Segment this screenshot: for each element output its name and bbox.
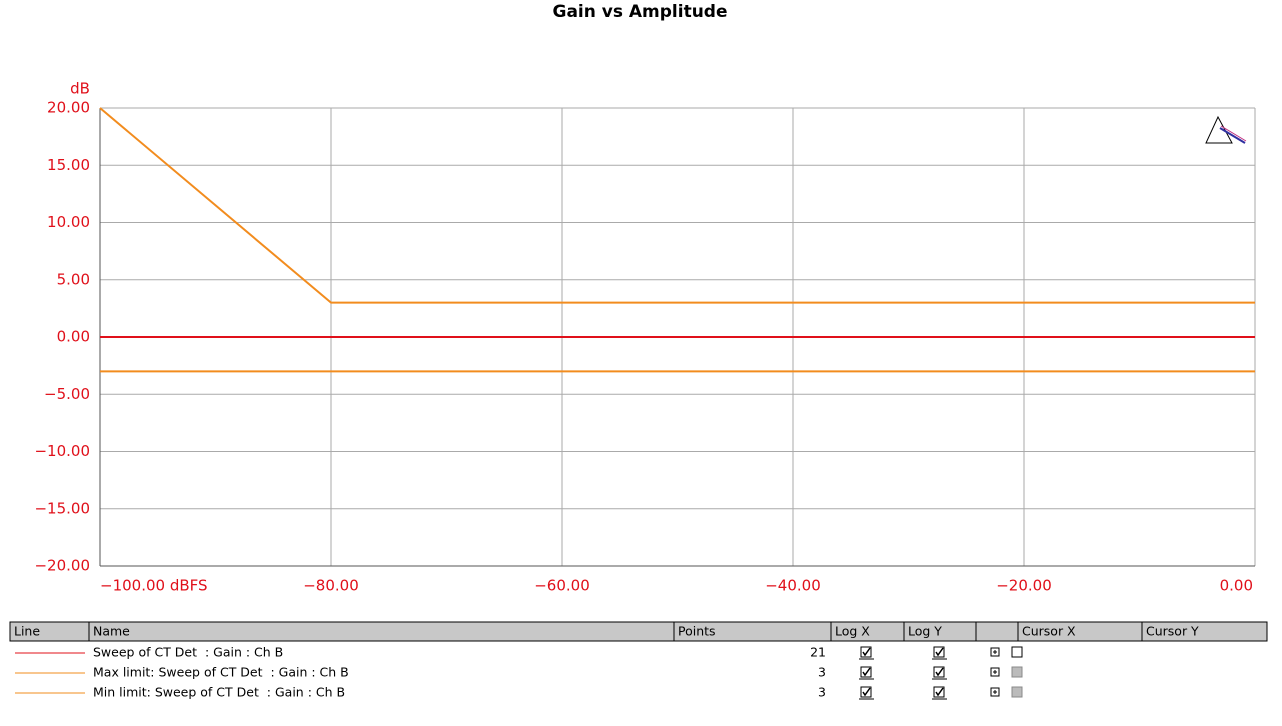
x-tick-label: −20.00 xyxy=(996,577,1052,595)
point-count: 3 xyxy=(818,665,826,680)
expand-plus xyxy=(993,670,997,674)
table-header-cell: Name xyxy=(93,624,130,639)
table-header-cell: Line xyxy=(14,624,40,639)
y-tick-label: 0.00 xyxy=(57,328,90,346)
cursor-x-checkbox xyxy=(1011,686,1023,698)
point-count: 21 xyxy=(810,645,826,660)
log-y-checkbox[interactable] xyxy=(933,666,945,678)
legend-table: Line Name Points Log X Log Y Cursor X Cursor Y… xyxy=(9,621,1268,700)
series-name: Sweep of CT Det : Gain : Ch B xyxy=(93,645,283,660)
y-axis-label: dB xyxy=(70,80,90,98)
check-mark xyxy=(862,687,871,697)
y-tick-label: −20.00 xyxy=(34,557,90,575)
y-tick-label: −10.00 xyxy=(34,442,90,460)
table-header-cell: Log X xyxy=(835,624,870,639)
log-y-checkbox[interactable] xyxy=(933,646,945,658)
table-header-cell: Cursor Y xyxy=(1146,624,1199,639)
x-tick-label: −40.00 xyxy=(765,577,821,595)
icon-stroke xyxy=(1220,125,1247,142)
x-tick-label: −100.00 dBFS xyxy=(100,577,208,595)
check-mark xyxy=(862,667,871,677)
table-header-cell: Points xyxy=(678,624,716,639)
y-tick-label: −5.00 xyxy=(44,385,90,403)
series-name: Max limit: Sweep of CT Det : Gain : Ch B xyxy=(93,665,349,680)
y-tick-label: 5.00 xyxy=(57,270,90,288)
y-tick-label: 10.00 xyxy=(47,213,90,231)
chart-title: Gain vs Amplitude xyxy=(552,2,727,22)
expand-plus xyxy=(993,650,997,654)
log-y-checkbox[interactable] xyxy=(933,686,945,698)
x-tick-label: 0.00 xyxy=(1220,577,1253,595)
log-x-checkbox[interactable] xyxy=(860,686,872,698)
grid: 20.00 15.00 10.00 5.00 0.00 −5.00 −10.00 −15.00… xyxy=(34,99,1256,595)
check-mark xyxy=(862,647,871,657)
series-lines xyxy=(99,107,1255,373)
y-tick-label: 20.00 xyxy=(47,99,90,117)
icon-stroke xyxy=(1219,127,1246,144)
cursor-x-checkbox[interactable] xyxy=(1011,646,1023,658)
point-count: 3 xyxy=(818,685,826,700)
zoom-icon[interactable] xyxy=(1205,115,1247,144)
table-header-cell: Cursor X xyxy=(1022,624,1076,639)
check-mark xyxy=(935,647,944,657)
series-name: Min limit: Sweep of CT Det : Gain : Ch B xyxy=(93,685,345,700)
x-tick-label: −80.00 xyxy=(303,577,359,595)
y-tick-label: −15.00 xyxy=(34,499,90,517)
cursor-x-checkbox xyxy=(1011,666,1023,678)
log-x-checkbox[interactable] xyxy=(860,646,872,658)
series-line xyxy=(99,107,1255,304)
check-mark xyxy=(935,687,944,697)
table-header-cell: Log Y xyxy=(908,624,942,639)
y-tick-label: 15.00 xyxy=(47,156,90,174)
log-x-checkbox[interactable] xyxy=(860,666,872,678)
x-tick-label: −60.00 xyxy=(534,577,590,595)
check-mark xyxy=(935,667,944,677)
expand-plus xyxy=(993,690,997,694)
table-header xyxy=(9,621,1268,642)
